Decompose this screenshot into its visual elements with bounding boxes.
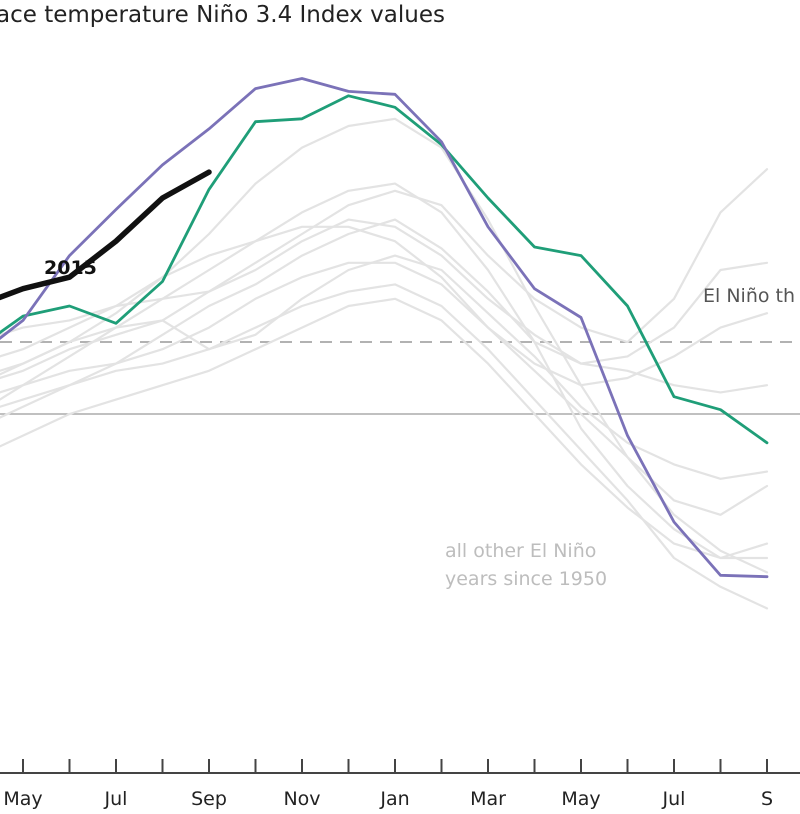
- reference-lines: [0, 341, 800, 415]
- x-tick-label-2: May: [3, 788, 42, 810]
- series-line-other-3: [0, 182, 769, 560]
- series-line-other-1: [0, 117, 769, 574]
- series-line-other-9: [0, 254, 769, 480]
- x-tick-label-8: Nov: [283, 788, 320, 810]
- chart-title: ace temperature Niño 3.4 Index values: [0, 2, 445, 28]
- series-line-2015: [0, 169, 212, 301]
- x-tick-label-10: Jan: [379, 788, 409, 810]
- x-tick-label-4: Jul: [104, 788, 128, 810]
- series-line-other-7: [0, 297, 769, 560]
- series-line-other-4: [0, 261, 769, 516]
- series-line-other-2: [0, 168, 769, 380]
- highlighted-series: [0, 77, 769, 579]
- threshold-label: El Niño th: [703, 285, 795, 307]
- other-years-series: [0, 117, 769, 610]
- x-tick-label-12: Mar: [470, 788, 506, 810]
- series-line-other-6: [0, 283, 769, 610]
- series-line-other-10: [0, 218, 769, 408]
- x-axis: May Jul Sep Nov Jan Mar May Jul S: [0, 759, 800, 810]
- x-tick-label-16: Jul: [662, 788, 686, 810]
- x-tick-label-6: Sep: [191, 788, 227, 810]
- x-tick-label-14: May: [561, 788, 600, 810]
- other-years-label-line-1: all other El Niño: [445, 540, 596, 562]
- series-line-other-8: [0, 218, 769, 394]
- x-tick-label-18: S: [761, 788, 773, 810]
- series-line-other-5: [0, 225, 769, 387]
- series-line-purple: [0, 77, 769, 579]
- series-line-green: [0, 94, 769, 445]
- series-label-2015: 2015: [44, 257, 97, 279]
- other-years-label-line-2: years since 1950: [445, 568, 607, 590]
